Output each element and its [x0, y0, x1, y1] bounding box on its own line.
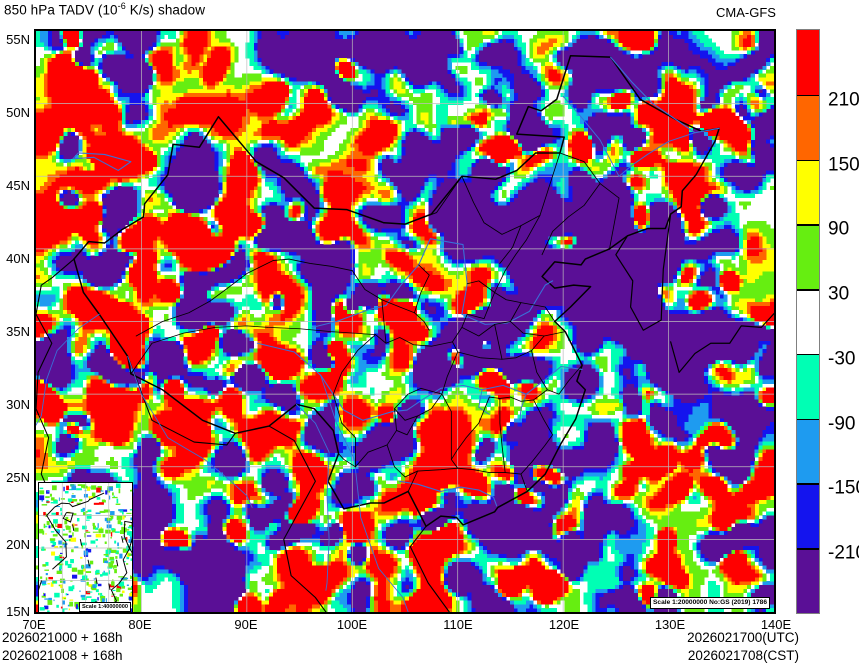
footer-init-utc: 2026021000 + 168h	[2, 630, 123, 645]
x-tick-120E: 120E	[548, 617, 580, 632]
inset-scale-label: Scale 1:40000000	[78, 602, 131, 612]
x-tick-110E: 110E	[443, 617, 473, 632]
footer-init-cst: 2026021008 + 168h	[2, 648, 123, 663]
title-exponent: -6	[117, 1, 126, 11]
colorbar-tick-90: 90	[828, 218, 850, 240]
tadv-shading-field	[36, 31, 774, 612]
x-tick-100E: 100E	[336, 617, 368, 632]
colorbar-separator-3	[797, 289, 819, 291]
colorbar-band-2	[797, 159, 819, 225]
colorbar-separator-6	[797, 483, 819, 485]
colorbar-band-7	[797, 483, 819, 549]
colorbar-separator-5	[797, 418, 819, 421]
y-tick-40N: 40N	[6, 251, 30, 266]
map-plot-area[interactable]: Scale 1:40000000 Scale 1:20000000 No:GS …	[34, 29, 776, 614]
colorbar-band-6	[797, 418, 819, 484]
colorbar-tick-150: 150	[828, 154, 859, 176]
colorbar-separator-1	[797, 159, 819, 161]
y-tick-30N: 30N	[6, 397, 30, 412]
colorbar	[796, 29, 820, 614]
colorbar-separator-2	[797, 224, 819, 226]
colorbar-band-8	[797, 548, 819, 613]
colorbar-separator-7	[797, 548, 819, 550]
colorbar-tick--30: -30	[828, 348, 856, 370]
y-tick-55N: 55N	[6, 32, 30, 47]
tadv-band-7	[36, 31, 774, 612]
footer-valid-utc: 2026021700(UTC)	[687, 630, 799, 645]
colorbar-band-0	[797, 30, 819, 95]
y-tick-25N: 25N	[6, 470, 30, 485]
x-tick-140E: 140E	[760, 617, 792, 632]
y-tick-35N: 35N	[6, 324, 30, 339]
colorbar-band-5	[797, 353, 819, 419]
south-china-sea-inset: Scale 1:40000000	[38, 482, 133, 612]
map-scale-label: Scale 1:20000000 No:GS (2019) 1786	[650, 597, 770, 609]
y-tick-20N: 20N	[6, 537, 30, 552]
colorbar-tick-30: 30	[828, 283, 850, 305]
tadv-band-5	[36, 31, 774, 612]
footer-valid-cst: 2026021708(CST)	[687, 648, 799, 663]
x-tick-90E: 90E	[234, 617, 258, 632]
page-title: 850 hPa TADV (10-6 K/s) shadow	[4, 1, 205, 18]
y-tick-45N: 45N	[6, 178, 30, 193]
title-suffix: K/s) shadow	[125, 2, 206, 18]
colorbar-separator-4	[797, 353, 819, 356]
colorbar-tick--150: -150	[828, 477, 859, 499]
y-tick-50N: 50N	[6, 105, 30, 120]
colorbar-band-4	[797, 289, 819, 354]
colorbar-tick--90: -90	[828, 413, 856, 435]
y-tick-15N: 15N	[6, 604, 30, 619]
colorbar-band-1	[797, 94, 819, 160]
x-tick-80E: 80E	[128, 617, 152, 632]
x-tick-70E: 70E	[22, 617, 46, 632]
colorbar-tick-210: 210	[828, 89, 859, 111]
colorbar-band-3	[797, 224, 819, 290]
colorbar-separator-0	[797, 94, 819, 97]
model-label: CMA-GFS	[716, 5, 776, 20]
x-tick-130E: 130E	[654, 617, 686, 632]
colorbar-tick--210: -210	[828, 542, 859, 564]
title-prefix: 850 hPa TADV (10	[4, 2, 118, 18]
